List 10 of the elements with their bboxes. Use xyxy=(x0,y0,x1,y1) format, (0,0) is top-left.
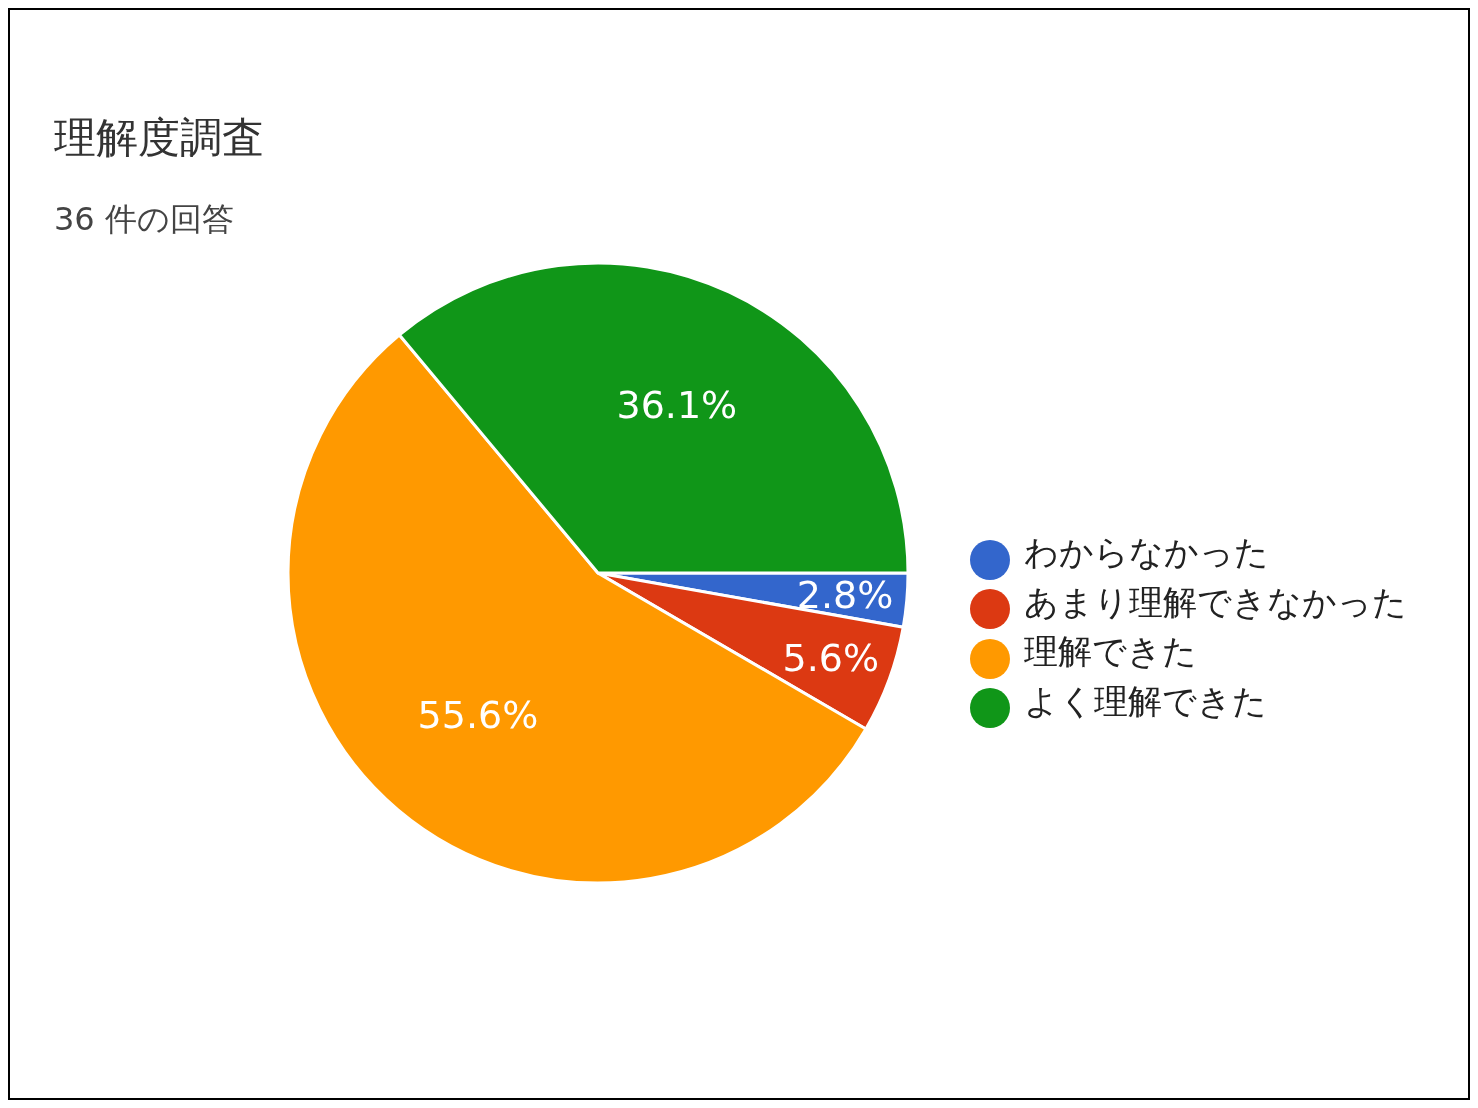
data-label: 5.6% xyxy=(782,636,880,681)
legend-label: わからなかった xyxy=(1024,532,1269,572)
chart-subtitle: 36 件の回答 xyxy=(54,199,234,240)
legend-label: あまり理解できなかった xyxy=(1024,581,1407,622)
legend-label: よく理解できた xyxy=(1024,680,1267,721)
legend-label: 理解できた xyxy=(1024,631,1197,671)
data-label: 2.8% xyxy=(796,572,894,617)
data-label: 36.1% xyxy=(616,382,738,427)
data-label: 55.6% xyxy=(417,693,539,738)
chart-title: 理解度調査 xyxy=(54,112,264,164)
